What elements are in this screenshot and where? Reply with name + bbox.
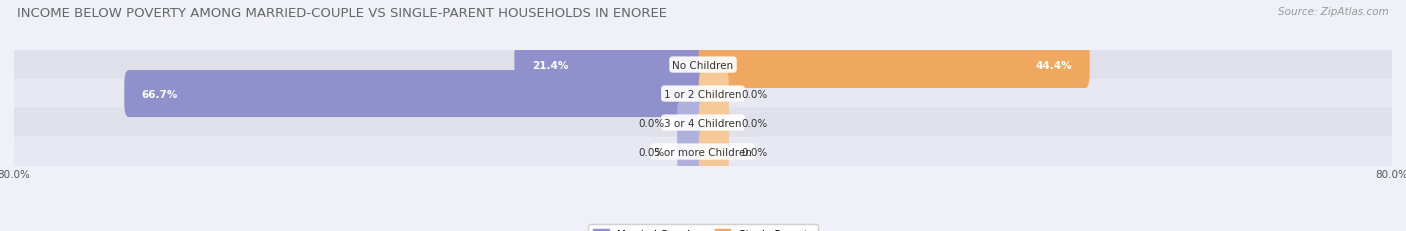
FancyBboxPatch shape <box>14 79 1392 109</box>
Text: 5 or more Children: 5 or more Children <box>654 147 752 157</box>
FancyBboxPatch shape <box>124 71 707 118</box>
Text: 44.4%: 44.4% <box>1036 60 1073 70</box>
FancyBboxPatch shape <box>14 50 1392 80</box>
Text: 21.4%: 21.4% <box>531 60 568 70</box>
Text: INCOME BELOW POVERTY AMONG MARRIED-COUPLE VS SINGLE-PARENT HOUSEHOLDS IN ENOREE: INCOME BELOW POVERTY AMONG MARRIED-COUPL… <box>17 7 666 20</box>
Text: No Children: No Children <box>672 60 734 70</box>
FancyBboxPatch shape <box>699 100 728 146</box>
Text: 3 or 4 Children: 3 or 4 Children <box>664 118 742 128</box>
Text: 1 or 2 Children: 1 or 2 Children <box>664 89 742 99</box>
FancyBboxPatch shape <box>14 108 1392 138</box>
FancyBboxPatch shape <box>678 100 707 146</box>
Text: Source: ZipAtlas.com: Source: ZipAtlas.com <box>1278 7 1389 17</box>
Text: 0.0%: 0.0% <box>742 118 768 128</box>
FancyBboxPatch shape <box>678 128 707 175</box>
Text: 0.0%: 0.0% <box>742 89 768 99</box>
Legend: Married Couples, Single Parents: Married Couples, Single Parents <box>588 224 818 231</box>
Text: 0.0%: 0.0% <box>638 147 664 157</box>
FancyBboxPatch shape <box>699 128 728 175</box>
FancyBboxPatch shape <box>515 42 707 89</box>
Text: 66.7%: 66.7% <box>142 89 179 99</box>
FancyBboxPatch shape <box>699 71 728 118</box>
FancyBboxPatch shape <box>699 42 1090 89</box>
Text: 0.0%: 0.0% <box>742 147 768 157</box>
Text: 0.0%: 0.0% <box>638 118 664 128</box>
FancyBboxPatch shape <box>14 137 1392 167</box>
